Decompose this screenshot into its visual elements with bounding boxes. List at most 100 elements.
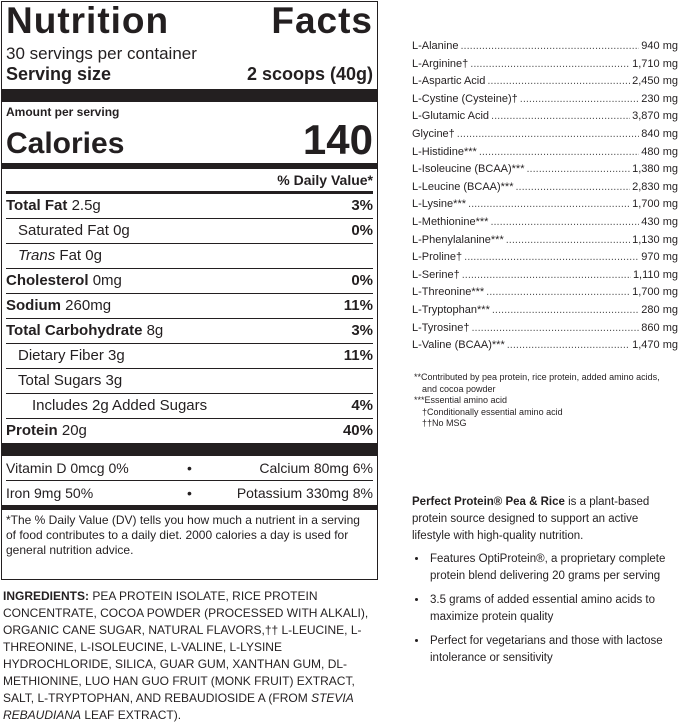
note-no-msg: ††No MSG: [422, 418, 467, 428]
dot-leader: ........................................…: [491, 110, 631, 123]
amino-acid-row: L-Tyrosine†.............................…: [412, 320, 678, 338]
nutrient-name: Total Sugars 3g: [18, 372, 123, 389]
bullet-icon: •: [187, 460, 192, 476]
amino-acid-name: L-Arginine†: [412, 57, 469, 70]
amino-acid-name: L-Alanine: [412, 40, 459, 52]
nutrient-row-trans-fat: Trans Fat 0g: [6, 243, 373, 268]
vitamin-row: Vitamin D 0mcg 0% • Calcium 80mg 6%: [6, 456, 373, 480]
nutrient-row-total-carbohydrate: Total Carbohydrate 8g 3%: [6, 318, 373, 343]
brand-name: Perfect Protein® Pea & Rice: [412, 496, 565, 508]
ingredients-text-end: LEAF EXTRACT).: [81, 708, 182, 722]
amino-acid-notes: **Contributed by pea protein, rice prote…: [414, 372, 674, 430]
amino-acid-row: L-Lysine***.............................…: [412, 196, 678, 214]
nutrient-amount: 8g: [146, 322, 164, 339]
thick-divider: [2, 443, 377, 456]
nutrition-facts-label: Nutrition Facts 30 servings per containe…: [1, 0, 378, 580]
nutrient-name: Protein: [6, 422, 58, 439]
amino-acid-row: L-Tryptophan***.........................…: [412, 302, 678, 320]
amino-acid-value: 480 mg: [641, 145, 678, 158]
amino-acid-value: 1,110 mg: [632, 268, 678, 281]
vitamin-left: Vitamin D 0mcg 0%: [6, 460, 129, 476]
amount-per-serving: Amount per serving: [6, 105, 120, 119]
amino-acid-row: L-Proline†..............................…: [412, 249, 678, 267]
nutrient-dv: 11%: [343, 297, 373, 314]
daily-value-footnote: *The % Daily Value (DV) tells you how mu…: [2, 505, 377, 561]
amino-acid-name: L-Threonine***: [412, 286, 485, 299]
amino-acid-name: L-Methionine***: [412, 215, 489, 228]
amino-acid-name: L-Tryptophan***: [412, 303, 490, 316]
amino-acid-row: L-Histidine***..........................…: [412, 144, 678, 162]
amino-acid-row: Glycine†................................…: [412, 126, 678, 144]
feature-list: Features OptiProtein®, a proprietary com…: [412, 551, 674, 667]
amino-acid-name: L-Valine (BCAA)***: [412, 339, 505, 352]
dot-leader: ........................................…: [506, 339, 630, 352]
medium-divider: [2, 163, 377, 169]
amino-acid-value: 2,450 mg: [632, 75, 678, 88]
note-contributed: **Contributed by pea protein, rice prote…: [414, 372, 660, 382]
note-contributed-cont: and cocoa powder: [422, 383, 496, 394]
dot-leader: ........................................…: [519, 92, 640, 105]
amino-acid-row: L-Cystine (Cysteine)†...................…: [412, 91, 678, 109]
feature-item: Features OptiProtein®, a proprietary com…: [428, 551, 674, 585]
nutrient-name: Saturated Fat: [18, 222, 109, 239]
nutrient-dv: 0%: [351, 272, 373, 289]
nutrient-row-dietary-fiber: Dietary Fiber 3g 11%: [6, 343, 373, 368]
nutrient-name: Trans: [18, 247, 56, 264]
amino-acid-name: L-Cystine (Cysteine)†: [412, 92, 518, 105]
dot-leader: ........................................…: [505, 233, 630, 246]
nutrient-name: Dietary Fiber 3g: [18, 347, 125, 364]
nutrient-row-cholesterol: Cholesterol 0mg 0%: [6, 268, 373, 293]
amino-acid-name: L-Aspartic Acid: [412, 75, 486, 88]
nutrient-row-added-sugars: Includes 2g Added Sugars 4%: [6, 393, 373, 418]
dot-leader: ........................................…: [486, 286, 631, 299]
ingredients-list: INGREDIENTS: PEA PROTEIN ISOLATE, RICE P…: [3, 588, 377, 724]
nutrient-name: Total Carbohydrate: [6, 322, 143, 339]
amino-acid-value: 280 mg: [641, 303, 678, 316]
thick-divider: [2, 89, 377, 102]
amino-acid-value: 1,710 mg: [632, 57, 678, 70]
amino-acid-row: L-Threonine***..........................…: [412, 284, 678, 302]
daily-value-header: % Daily Value*: [277, 172, 373, 188]
nutrient-amount: 2.5g: [71, 197, 101, 214]
dot-leader: ........................................…: [464, 251, 639, 264]
amino-acid-list: L-Alanine...............................…: [412, 38, 678, 355]
product-description: Perfect Protein® Pea & Rice is a plant-b…: [412, 494, 674, 674]
dot-leader: ........................................…: [468, 198, 630, 211]
nutrient-amount: Fat 0g: [59, 247, 102, 264]
nutrient-name: Includes 2g Added Sugars: [32, 397, 208, 414]
amino-acid-name: L-Proline†: [412, 251, 463, 264]
serving-size-label: Serving size: [6, 64, 112, 84]
amino-acid-value: 1,130 mg: [632, 233, 678, 246]
feature-item: Perfect for vegetarians and those with l…: [428, 633, 674, 667]
nutrient-name: Cholesterol: [6, 272, 89, 289]
amino-acid-row: L-Leucine (BCAA)***.....................…: [412, 179, 678, 197]
amino-acid-value: 1,700 mg: [632, 286, 678, 299]
amino-acid-name: L-Glutamic Acid: [412, 110, 490, 123]
nutrient-row-protein: Protein 20g 40%: [6, 418, 373, 443]
dot-leader: ........................................…: [487, 75, 631, 88]
nutrient-dv: 4%: [351, 397, 373, 414]
amino-acid-name: L-Phenylalanine***: [412, 233, 504, 246]
nutrient-row-saturated-fat: Saturated Fat 0g 0%: [6, 218, 373, 243]
intro-text: is a plant-based protein source designed…: [412, 496, 650, 542]
dot-leader: ........................................…: [490, 215, 640, 228]
amino-acid-name: Glycine†: [412, 127, 455, 140]
amino-acid-value: 3,870 mg: [632, 110, 678, 123]
note-conditional: †Conditionally essential amino acid: [422, 406, 563, 417]
calories-label: Calories: [6, 127, 125, 160]
amino-acid-row: L-Aspartic Acid.........................…: [412, 73, 678, 91]
amino-acid-value: 1,700 mg: [632, 198, 678, 211]
calories-row: Calories 140: [6, 119, 373, 161]
dot-leader: ........................................…: [478, 145, 639, 158]
amino-acid-name: L-Histidine***: [412, 145, 477, 158]
amino-acid-value: 860 mg: [641, 321, 678, 334]
vitamin-right: Potassium 330mg 8%: [236, 485, 373, 501]
amino-acid-value: 1,380 mg: [632, 163, 678, 176]
bullet-icon: •: [187, 485, 192, 501]
amino-acid-value: 1,470 mg: [632, 339, 678, 352]
dot-leader: ........................................…: [515, 180, 631, 193]
label-title: Nutrition Facts: [6, 0, 373, 42]
nutrient-amount: 0g: [113, 222, 130, 239]
amino-acid-name: L-Lysine***: [412, 198, 467, 211]
nutrient-name: Total Fat: [6, 197, 68, 214]
